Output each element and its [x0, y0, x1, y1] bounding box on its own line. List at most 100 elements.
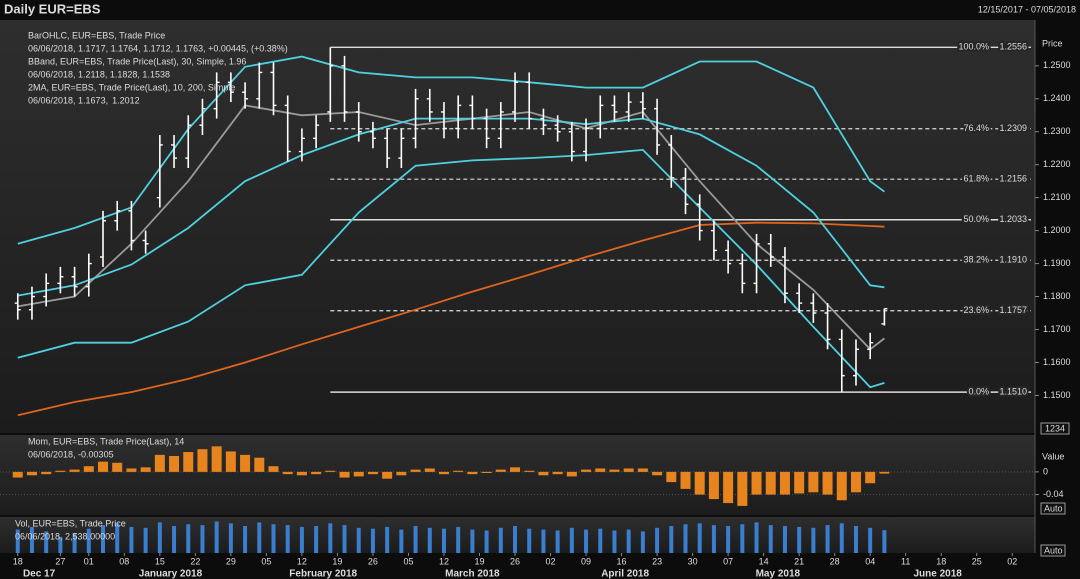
bar: [228, 523, 233, 553]
bar: [711, 525, 716, 553]
scale-box: [1040, 502, 1066, 515]
bar: [467, 471, 478, 475]
corner-label: 1234: [1045, 423, 1065, 433]
bar: [811, 527, 816, 553]
bar: [456, 526, 461, 553]
bar: [339, 471, 350, 478]
bar: [609, 469, 620, 472]
fib-percent-label: 0.0%: [968, 387, 989, 397]
bar: [498, 527, 503, 553]
bar: [353, 471, 364, 477]
legend-text: 06/06/2018, 1.1673,: [28, 95, 108, 105]
bar: [751, 471, 762, 495]
x-tick-label: 28: [830, 556, 840, 566]
x-tick-label: 18: [936, 556, 946, 566]
bar: [626, 529, 631, 553]
x-tick-label: 27: [55, 556, 65, 566]
bar: [83, 466, 94, 472]
bar: [186, 524, 191, 553]
bar: [98, 461, 109, 472]
bar: [254, 457, 265, 472]
fib-percent-label: 50.0%: [963, 214, 989, 224]
bar: [779, 471, 790, 495]
bar: [737, 471, 748, 506]
bar: [697, 523, 702, 553]
legend-text: Vol, EUR=EBS, Trade Price: [15, 518, 126, 528]
y-tick-label: 1.2400: [1043, 93, 1071, 103]
bar: [882, 530, 887, 553]
legend-text: 06/06/2018, -0.00305: [28, 449, 114, 459]
bar: [538, 471, 549, 476]
bar: [382, 471, 393, 479]
x-tick-label: 12: [297, 556, 307, 566]
bar: [15, 529, 20, 553]
y-tick-label: 1.2500: [1043, 60, 1071, 70]
y-tick-label: 1.1800: [1043, 291, 1071, 301]
bar: [399, 529, 404, 553]
bar: [584, 529, 589, 553]
bar: [527, 528, 532, 553]
bar: [865, 471, 876, 484]
bar: [637, 468, 648, 472]
bar: [836, 471, 847, 501]
bar: [257, 522, 262, 553]
bar: [427, 527, 432, 553]
x-tick-label: 15: [155, 556, 165, 566]
fib-value-label: 1.1510: [999, 387, 1027, 397]
bar: [438, 471, 449, 475]
bar: [299, 526, 304, 553]
month-label: March 2018: [445, 569, 500, 579]
bar: [72, 533, 77, 553]
fib-percent-label: 100.0%: [958, 42, 989, 52]
month-label: January 2018: [139, 569, 203, 579]
month-label: May 2018: [756, 569, 801, 579]
corner-box: [1040, 422, 1070, 435]
bar: [424, 468, 435, 472]
x-tick-label: 12: [439, 556, 449, 566]
bar: [197, 449, 208, 472]
bar: [754, 522, 759, 553]
bar: [370, 528, 375, 553]
bar: [115, 523, 120, 553]
bar: [225, 451, 236, 472]
x-tick-label: 14: [759, 556, 769, 566]
bar: [86, 528, 91, 553]
bar: [669, 526, 674, 553]
legend-text: Mom, EUR=EBS, Trade Price(Last), 14: [28, 436, 184, 446]
bar: [768, 525, 773, 553]
bar: [183, 452, 194, 472]
bar: [652, 471, 663, 476]
scale-label: Auto: [1044, 545, 1063, 555]
bar: [623, 468, 634, 472]
volume-panel: [0, 517, 1035, 553]
y-tick-label: 1.1600: [1043, 357, 1071, 367]
x-tick-label: 05: [403, 556, 413, 566]
bar: [765, 471, 776, 495]
fib-value-label: 1.2156: [999, 174, 1027, 184]
bar: [285, 525, 290, 553]
chart-title: Daily EUR=EBS: [4, 1, 101, 16]
bar: [513, 526, 518, 553]
bar: [524, 470, 535, 472]
x-tick-label: 19: [474, 556, 484, 566]
legend-text: 06/06/2018, 1.1717, 1.1764, 1.1712, 1.17…: [28, 43, 288, 53]
bar: [694, 471, 705, 495]
y-tick-label: 1.1700: [1043, 324, 1071, 334]
bar: [69, 469, 80, 472]
bar: [26, 471, 37, 476]
bar: [157, 522, 162, 553]
fib-percent-label: 61.8%: [963, 174, 989, 184]
bar: [726, 526, 731, 553]
x-tick-label: 08: [119, 556, 129, 566]
fib-value-label: 1.2309: [999, 123, 1027, 133]
bar: [282, 471, 293, 475]
legend-text: BarOHLC, EUR=EBS, Trade Price: [28, 30, 165, 40]
bar: [243, 526, 248, 553]
bar: [169, 455, 180, 472]
bar: [808, 471, 819, 493]
y-tick-label: 1.2100: [1043, 192, 1071, 202]
bar: [41, 471, 52, 475]
fib-value-label: 1.2556: [999, 42, 1027, 52]
x-tick-label: 11: [901, 556, 910, 566]
fib-value-label: 1.2033: [999, 214, 1027, 224]
